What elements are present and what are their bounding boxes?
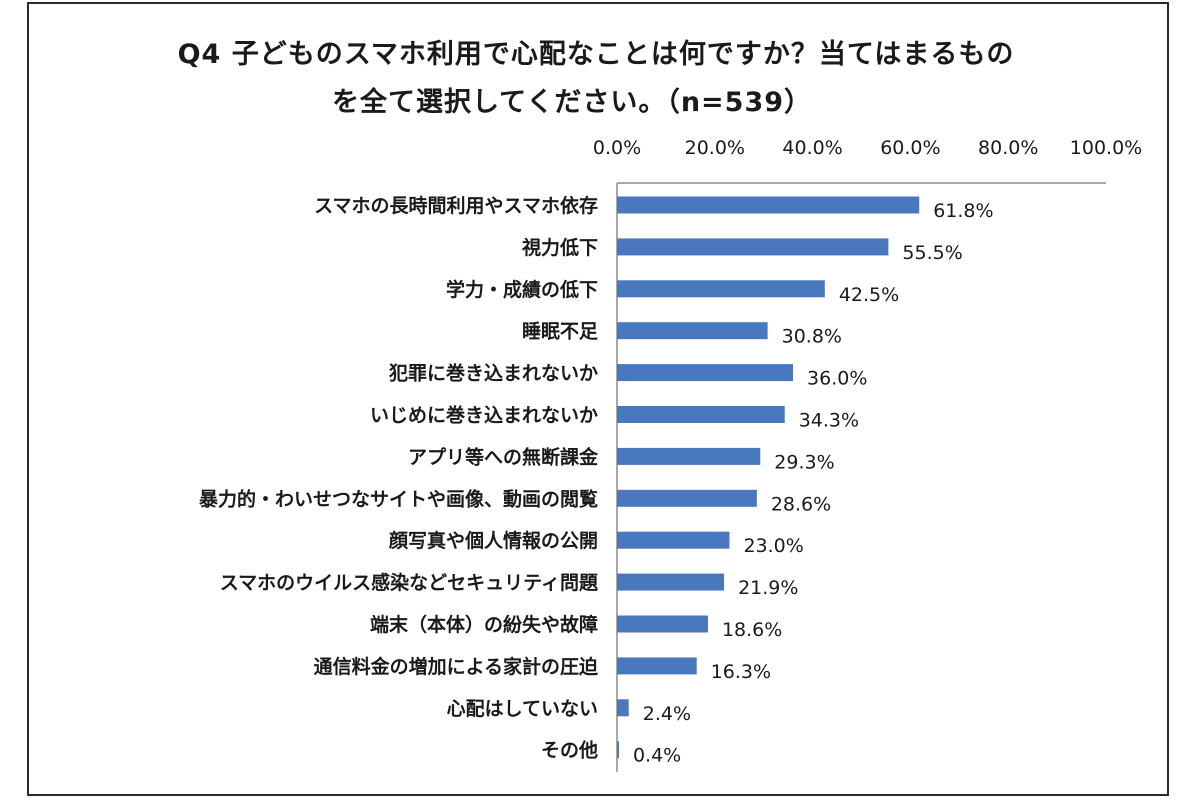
data-label: 34.3% (799, 410, 859, 432)
chart-title-line1: Q4 子どものスマホ利用で心配なことは何ですか？当てはまるもの (177, 39, 1015, 70)
bar (617, 280, 825, 298)
data-label: 28.6% (771, 493, 831, 515)
data-label: 18.6% (722, 619, 782, 641)
data-label: 21.9% (738, 577, 798, 599)
data-label: 42.5% (839, 284, 899, 306)
bars (617, 196, 920, 759)
data-label: 29.3% (774, 451, 834, 473)
category-label: 視力低下 (521, 236, 598, 259)
data-label: 16.3% (711, 661, 771, 683)
bar (617, 322, 768, 340)
data-label: 23.0% (743, 535, 803, 557)
bar (617, 406, 785, 423)
data-label: 2.4% (643, 703, 691, 725)
x-tick-label: 60.0% (880, 137, 940, 159)
data-label: 36.0% (807, 368, 867, 390)
bar (617, 196, 920, 214)
category-label: 暴力的・わいせつなサイトや画像、動画の閲覧 (199, 487, 598, 510)
data-label: 55.5% (902, 242, 962, 264)
category-label: 睡眠不足 (522, 321, 599, 343)
category-label: 心配はしていない (447, 698, 598, 720)
category-label: 犯罪に巻き込まれないか (388, 362, 598, 385)
bar (617, 364, 794, 382)
category-label: スマホの長時間利用やスマホ依存 (314, 194, 598, 217)
value-labels: 61.8% 55.5%42.5% 30.8% 36.0% 34.3% 29.3% 28.6%… (633, 200, 994, 767)
category-label: スマホのウイルス感染などセキュリティ問題 (220, 571, 599, 594)
x-tick-label: 100.0% (1070, 137, 1142, 159)
bar (617, 447, 761, 465)
x-axis-ticks: 0.0% 20.0% 40.0% 60.0% 80.0% 100.0% (593, 137, 1142, 159)
category-label: その他 (541, 739, 598, 762)
x-tick-label: 20.0% (685, 137, 745, 159)
bar (617, 573, 725, 591)
category-label: 学力・成績の低下 (446, 278, 598, 301)
category-label: いじめに巻き込まれないか (370, 404, 598, 427)
bar (617, 238, 889, 256)
category-label: 顔写真や個人情報の公開 (388, 529, 598, 552)
category-label: アプリ等への無断課金 (408, 445, 599, 468)
axes (616, 182, 1106, 772)
chart-frame (27, 2, 1169, 796)
category-label: 端末（本体）の紛失や故障 (370, 613, 598, 636)
x-tick-label: 40.0% (782, 137, 842, 159)
bar (617, 699, 629, 717)
data-label: 30.8% (782, 326, 842, 348)
bar (617, 531, 730, 549)
data-label: 61.8% (933, 200, 993, 222)
bar (617, 657, 697, 675)
chart-title-line2: を全て選択してください。（n=539） (331, 87, 813, 118)
category-label: 通信料金の増加による家計の圧迫 (314, 655, 598, 678)
data-label: 0.4% (633, 745, 681, 767)
x-tick-label: 0.0% (593, 137, 641, 159)
bar (617, 615, 708, 633)
bar (617, 741, 619, 759)
category-labels: スマホの長時間利用やスマホ依存視力低下学力・成績の低下睡眠不足犯罪に巻き込まれな… (199, 194, 599, 762)
x-tick-label: 80.0% (978, 137, 1038, 159)
bar (617, 489, 757, 507)
